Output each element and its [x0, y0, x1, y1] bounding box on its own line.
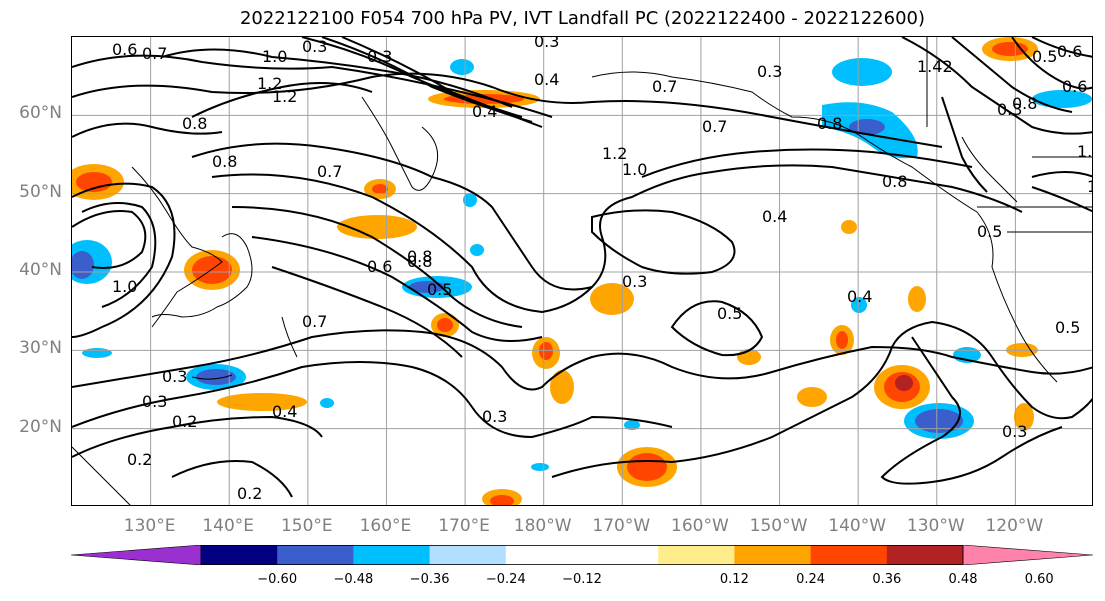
longitude-label: 170°E — [438, 516, 490, 536]
contour-label: 0.8 — [212, 152, 237, 171]
contour-label: 0.4 — [762, 207, 787, 226]
colorbar-segment — [353, 545, 431, 565]
pv-contours — [72, 37, 1092, 498]
contour-label: 0.4 — [534, 70, 559, 89]
colorbar-segment — [429, 545, 507, 565]
contour-label: 0.3 — [997, 100, 1022, 119]
colorbar-tick-label: 0.36 — [872, 572, 902, 587]
contour-label: 1.42 — [917, 57, 953, 76]
contour-labels: 0.6 0.7 0.30.30.40.31.01.20.80.80.40.70.3 1… — [112, 37, 1093, 503]
contour-label: 0.3 — [534, 37, 559, 51]
contour-label: 1.0 — [112, 277, 137, 296]
contour-label: 0.5 — [1055, 318, 1080, 337]
colorbar-tick-label: 0.48 — [948, 572, 978, 587]
longitude-label: 130°W — [906, 516, 965, 536]
contour-label: 1.2 — [272, 87, 297, 106]
contour-label: 0.3 — [1002, 422, 1027, 441]
contour-label: 0.8 — [1012, 94, 1037, 113]
colorbar-segment — [201, 545, 278, 565]
contour-label: 0.3 — [482, 407, 507, 426]
latitude-label: 20°N — [19, 416, 62, 437]
contour-label: 1.0 — [1077, 142, 1093, 161]
contour-label: 0.8 — [817, 114, 842, 133]
contour-label: 0.3 — [142, 392, 167, 411]
contour-label: 0.7 — [652, 77, 677, 96]
colorbar-tick-label: −0.24 — [485, 572, 526, 587]
colorbar-segment — [886, 545, 964, 565]
contour-label: 0.6 — [1057, 42, 1082, 61]
latitude-label: 30°N — [19, 338, 62, 359]
contour-label: 1.2 — [602, 144, 627, 163]
contour-label: 1.0 — [622, 160, 647, 179]
contour-label: 0.5 — [977, 222, 1002, 241]
latitude-label: 40°N — [19, 260, 62, 280]
map-title: 2022122100 F054 700 hPa PV, IVT Landfall… — [239, 8, 926, 29]
colorbar — [71, 545, 1093, 565]
contour-label: 0.3 — [162, 367, 187, 386]
contour-label: 0.5 — [1032, 47, 1057, 66]
coastlines — [72, 37, 1092, 505]
colorbar-tick-label: −0.48 — [333, 572, 374, 587]
contour-label: 0.7 — [702, 117, 727, 136]
latitude-label: 60°N — [19, 103, 62, 124]
colorbar-min-extension — [71, 545, 202, 565]
colorbar-outline — [200, 545, 964, 565]
latitude-label: 50°N — [19, 181, 62, 202]
colorbar-segment — [277, 545, 354, 565]
contour-label: 0.8 — [182, 114, 207, 133]
contour-label: 0.7 — [317, 162, 342, 181]
colorbar-segment — [810, 545, 888, 565]
longitude-label: 150°W — [749, 516, 808, 536]
colorbar-tick-label: −0.36 — [409, 572, 450, 587]
colorbar-segment — [582, 545, 659, 565]
longitude-label: 180°W — [513, 516, 572, 536]
longitude-label: 160°E — [359, 516, 412, 536]
map-panel: 0.6 0.7 0.3 0.3 0.4 0.3 1.0 1.2 0.8 0.8 0.4 0.7 0.3 1… — [71, 36, 1093, 506]
longitude-label: 130°E — [123, 516, 176, 536]
longitude-label: 170°W — [592, 516, 651, 536]
colorbar-segment — [734, 545, 812, 565]
contour-label: 0.8 — [407, 252, 432, 271]
map-plot: 0.6 0.7 0.30.30.40.31.01.20.80.80.40.70.3 1… — [72, 37, 1093, 505]
contour-label: 0.6 — [367, 257, 392, 276]
longitude-label: 160°W — [671, 516, 729, 536]
contour-label: 1.2 — [257, 74, 282, 93]
contour-label: 0.8 — [882, 172, 907, 191]
contour-label: 0.3 — [757, 62, 782, 81]
contour-label: 0.7 — [142, 44, 167, 63]
contour-label: 0.3 — [367, 47, 392, 66]
contour-label: 1.0 — [262, 47, 287, 66]
contour-label: 0.2 — [127, 450, 152, 469]
colorbar-tick-label: 0.12 — [719, 572, 749, 587]
contour-label: 0.8 — [407, 247, 432, 266]
contour-label: 0.5 — [427, 280, 452, 299]
contour-label: 0.4 — [272, 402, 297, 421]
longitude-label: 140°E — [202, 516, 255, 536]
colorbar-tick-label: −0.60 — [257, 572, 298, 587]
contour-label: 0.4 — [847, 287, 872, 306]
colorbar-max-extension — [962, 545, 1093, 565]
contour-label: 0.2 — [237, 484, 262, 503]
colorbar-tick-label: 0.60 — [1024, 572, 1054, 587]
longitude-label: 140°W — [828, 516, 887, 536]
contour-label: 1 — [1087, 177, 1093, 196]
contour-label: 0.4 — [472, 102, 497, 121]
contour-label: 0.2 — [172, 412, 197, 431]
contour-label: 0.5 — [717, 304, 742, 323]
contour-label: 0.6 — [1062, 77, 1087, 96]
contour-label: 0.3 — [302, 37, 327, 56]
longitude-label: 120°W — [985, 516, 1044, 536]
longitude-label: 150°E — [280, 516, 333, 536]
contour-label: 0.6 — [112, 40, 137, 59]
colorbar-tick-label: −0.12 — [562, 572, 602, 587]
colorbar-segment — [505, 545, 583, 565]
colorbar-tick-label: 0.24 — [796, 572, 826, 587]
contour-label: 0.7 — [302, 312, 327, 331]
contour-label: 0.3 — [622, 272, 647, 291]
colorbar-segment — [658, 545, 735, 565]
